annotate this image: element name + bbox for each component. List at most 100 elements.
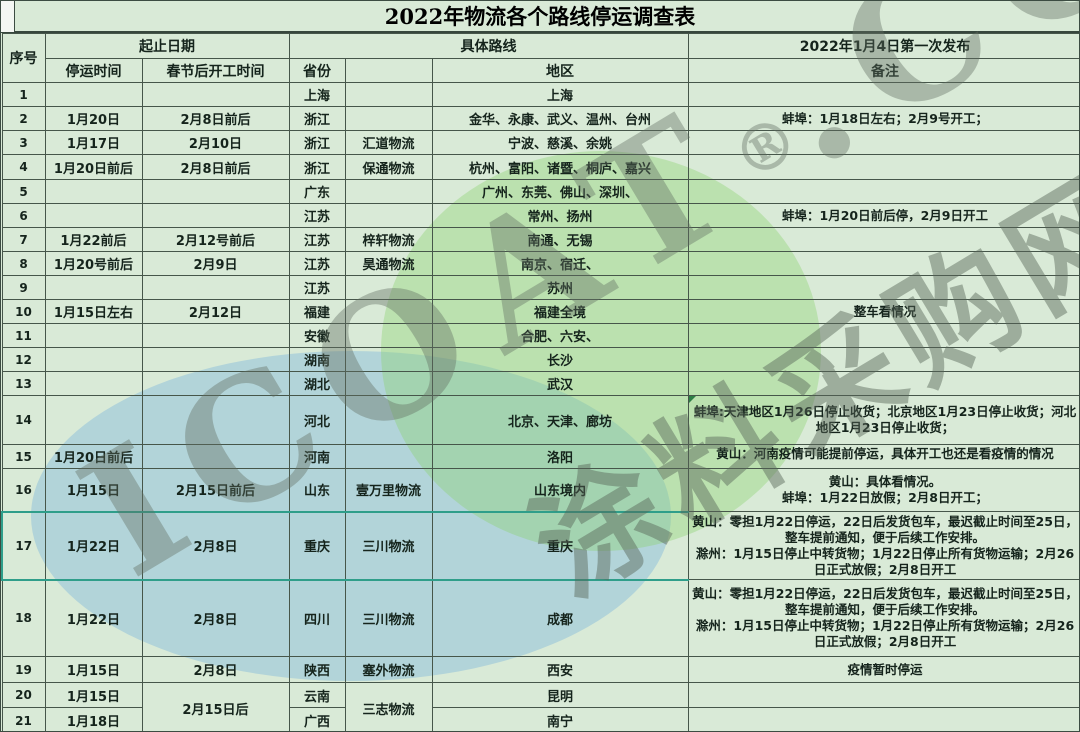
stop-date-cell: 1月20日前后: [44, 154, 143, 180]
region-cell: 合肥、六安、: [431, 323, 689, 348]
header-row-columns: 停运时间 春节后开工时间 省份 地区 备注: [2, 58, 1079, 83]
province-cell: 江苏: [288, 203, 346, 228]
row-number-cell: 20: [1, 682, 46, 708]
company-cell: 梓轩物流: [344, 227, 433, 252]
table-row: 4 1月20日前后 2月8日前后 浙江 保通物流 杭州、富阳、诸暨、桐庐、嘉兴: [1, 154, 1079, 180]
province-cell: 山东: [288, 468, 346, 512]
company-cell: [344, 299, 433, 324]
region-cell: 杭州、富阳、诸暨、桐庐、嘉兴: [431, 154, 689, 180]
note-line: 黄山：河南疫情可能提前停运，具体开工也还是看疫情的情况: [716, 445, 1054, 461]
company-cell: [344, 106, 433, 131]
table-row: 13 湖北 武汉: [1, 371, 1079, 396]
stop-date-cell: [44, 371, 143, 396]
company-cell: 保通物流: [344, 154, 433, 180]
province-cell: 湖南: [288, 347, 346, 372]
province-cell: 上海: [288, 82, 346, 107]
stop-date-cell: 1月20日: [44, 106, 143, 131]
notes-cell: [687, 130, 1079, 155]
stop-date-cell: 1月22日: [44, 579, 143, 657]
resume-date-cell: [141, 371, 290, 396]
company-cell: [344, 275, 433, 300]
resume-date-cell: [141, 82, 290, 107]
stop-date-cell: [44, 395, 143, 445]
region-cell: 重庆: [431, 510, 689, 581]
row-number-cell: 8: [1, 251, 46, 276]
resume-date-cell: [141, 179, 290, 204]
notes-cell: [687, 347, 1079, 372]
table-row: 7 1月22前后 2月12号前后 江苏 梓轩物流 南通、无锡: [1, 227, 1079, 252]
header-province: 省份: [288, 58, 346, 83]
row-number-cell: 15: [1, 444, 46, 469]
row-number-cell: 19: [1, 656, 46, 683]
page-title: 2022年物流各个路线停运调查表: [1, 1, 1079, 33]
notes-cell: [687, 707, 1079, 731]
table-row: 5 广东 广州、东莞、佛山、深圳、: [1, 179, 1079, 204]
header-stop-time: 停运时间: [44, 58, 143, 83]
province-cell: 河北: [288, 395, 346, 445]
company-cell: [344, 347, 433, 372]
province-cell: 云南: [288, 682, 346, 708]
note-line: 蚌埠：1月20日前后停，2月9日开工: [782, 207, 989, 223]
stop-date-cell: 1月18日: [44, 707, 143, 731]
province-cell: 江苏: [288, 227, 346, 252]
stop-date-cell: [44, 179, 143, 204]
row-number-cell: 11: [1, 323, 46, 348]
row-number-cell: 7: [1, 227, 46, 252]
region-cell: 武汉: [431, 371, 689, 396]
resume-date-cell: [141, 275, 290, 300]
stop-date-cell: 1月20日前后: [44, 444, 143, 469]
notes-cell: [687, 251, 1079, 276]
header-region: 地区: [431, 58, 689, 83]
table-row: 16 1月15日 2月15日前后 山东 壹万里物流 山东境内 黄山：具体看情况。 蚌埠：1月2…: [1, 468, 1079, 512]
note-line: 蚌埠：1月22日放假；2月8日开工；: [782, 490, 989, 505]
table-row: 2 1月20日 2月8日前后 浙江 金华、永康、武义、温州、台州 蚌埠：1月18日左右；2…: [1, 106, 1079, 131]
province-cell: 重庆: [288, 510, 346, 581]
row-number-cell: 3: [1, 130, 46, 155]
notes-cell: [687, 371, 1079, 396]
region-cell: 长沙: [431, 347, 689, 372]
row-number-cell: 9: [1, 275, 46, 300]
company-cell: [344, 179, 433, 204]
header-route-group: 具体路线: [288, 33, 689, 59]
header-resume-time: 春节后开工时间: [141, 58, 290, 83]
province-cell: 江苏: [288, 251, 346, 276]
notes-cell: [687, 275, 1079, 300]
stop-date-cell: 1月22日: [44, 510, 143, 581]
region-cell: 福建全境: [431, 299, 689, 324]
province-cell: 湖北: [288, 371, 346, 396]
row-number-cell: 16: [1, 468, 46, 512]
company-cell: 三川物流: [344, 510, 433, 581]
header-row-number: 序号: [1, 33, 46, 83]
province-cell: 广西: [288, 707, 346, 731]
table-row: 19 1月15日 2月8日 陕西 塞外物流 西安 疫情暂时停运: [1, 656, 1079, 683]
row-number-cell: 17: [1, 510, 46, 581]
header-row-groups: 序号 起止日期 具体路线 2022年1月4日第一次发布: [1, 33, 1079, 83]
corner-patch: [1, 1, 15, 32]
row-number-cell: 13: [1, 371, 46, 396]
region-cell: 山东境内: [431, 468, 689, 512]
table-row: 1 上海 上海: [1, 82, 1079, 107]
table-row: 15 1月20日前后 河南 洛阳 黄山：河南疫情可能提前停运，具体开工也还是看疫情的情况: [1, 444, 1079, 469]
table-row: 20 1月15日 2月15日后 云南 三志物流 昆明: [1, 682, 1079, 731]
resume-date-cell: 2月8日: [141, 579, 290, 657]
note-line: 黄山：零担1月22日停运，22日后发货包车，最迟截止时间至25日，整车提前通知，…: [692, 513, 1078, 545]
region-cell: 南京、宿迁、: [431, 251, 689, 276]
resume-date-cell: 2月9日: [141, 251, 290, 276]
resume-date-cell: 2月8日前后: [141, 106, 290, 131]
region-cell: 广州、东莞、佛山、深圳、: [431, 179, 689, 204]
region-cell: 南宁: [431, 707, 689, 731]
table-row: 17 1月22日 2月8日 重庆 三川物流 重庆 黄山：零担1月22日停运，22日后发货包车…: [1, 510, 1079, 581]
region-cell: 南通、无锡: [431, 227, 689, 252]
notes-cell: 蚌埠：1月20日前后停，2月9日开工: [687, 203, 1079, 228]
region-cell: 洛阳: [431, 444, 689, 469]
table-row: 8 1月20号前后 2月9日 江苏 昊通物流 南京、宿迁、: [1, 251, 1079, 276]
stop-date-cell: [44, 203, 143, 228]
company-cell: 塞外物流: [344, 656, 433, 683]
note-line: 蚌埠:天津地区1月26日停止收货；北京地区1月23日停止收货；河北地区1月23日…: [693, 404, 1077, 435]
province-cell: 浙江: [288, 106, 346, 131]
province-cell: 四川: [288, 579, 346, 657]
region-cell: 常州、扬州: [431, 203, 689, 228]
stop-date-cell: 1月15日: [44, 656, 143, 683]
table-row: 14 河北 北京、天津、廊坊 蚌埠:天津地区1月26日停止收货；北京地区1月23日停止…: [1, 395, 1079, 445]
table-row: 10 1月15日左右 2月12日 福建 福建全境 整车看情况: [1, 299, 1079, 324]
